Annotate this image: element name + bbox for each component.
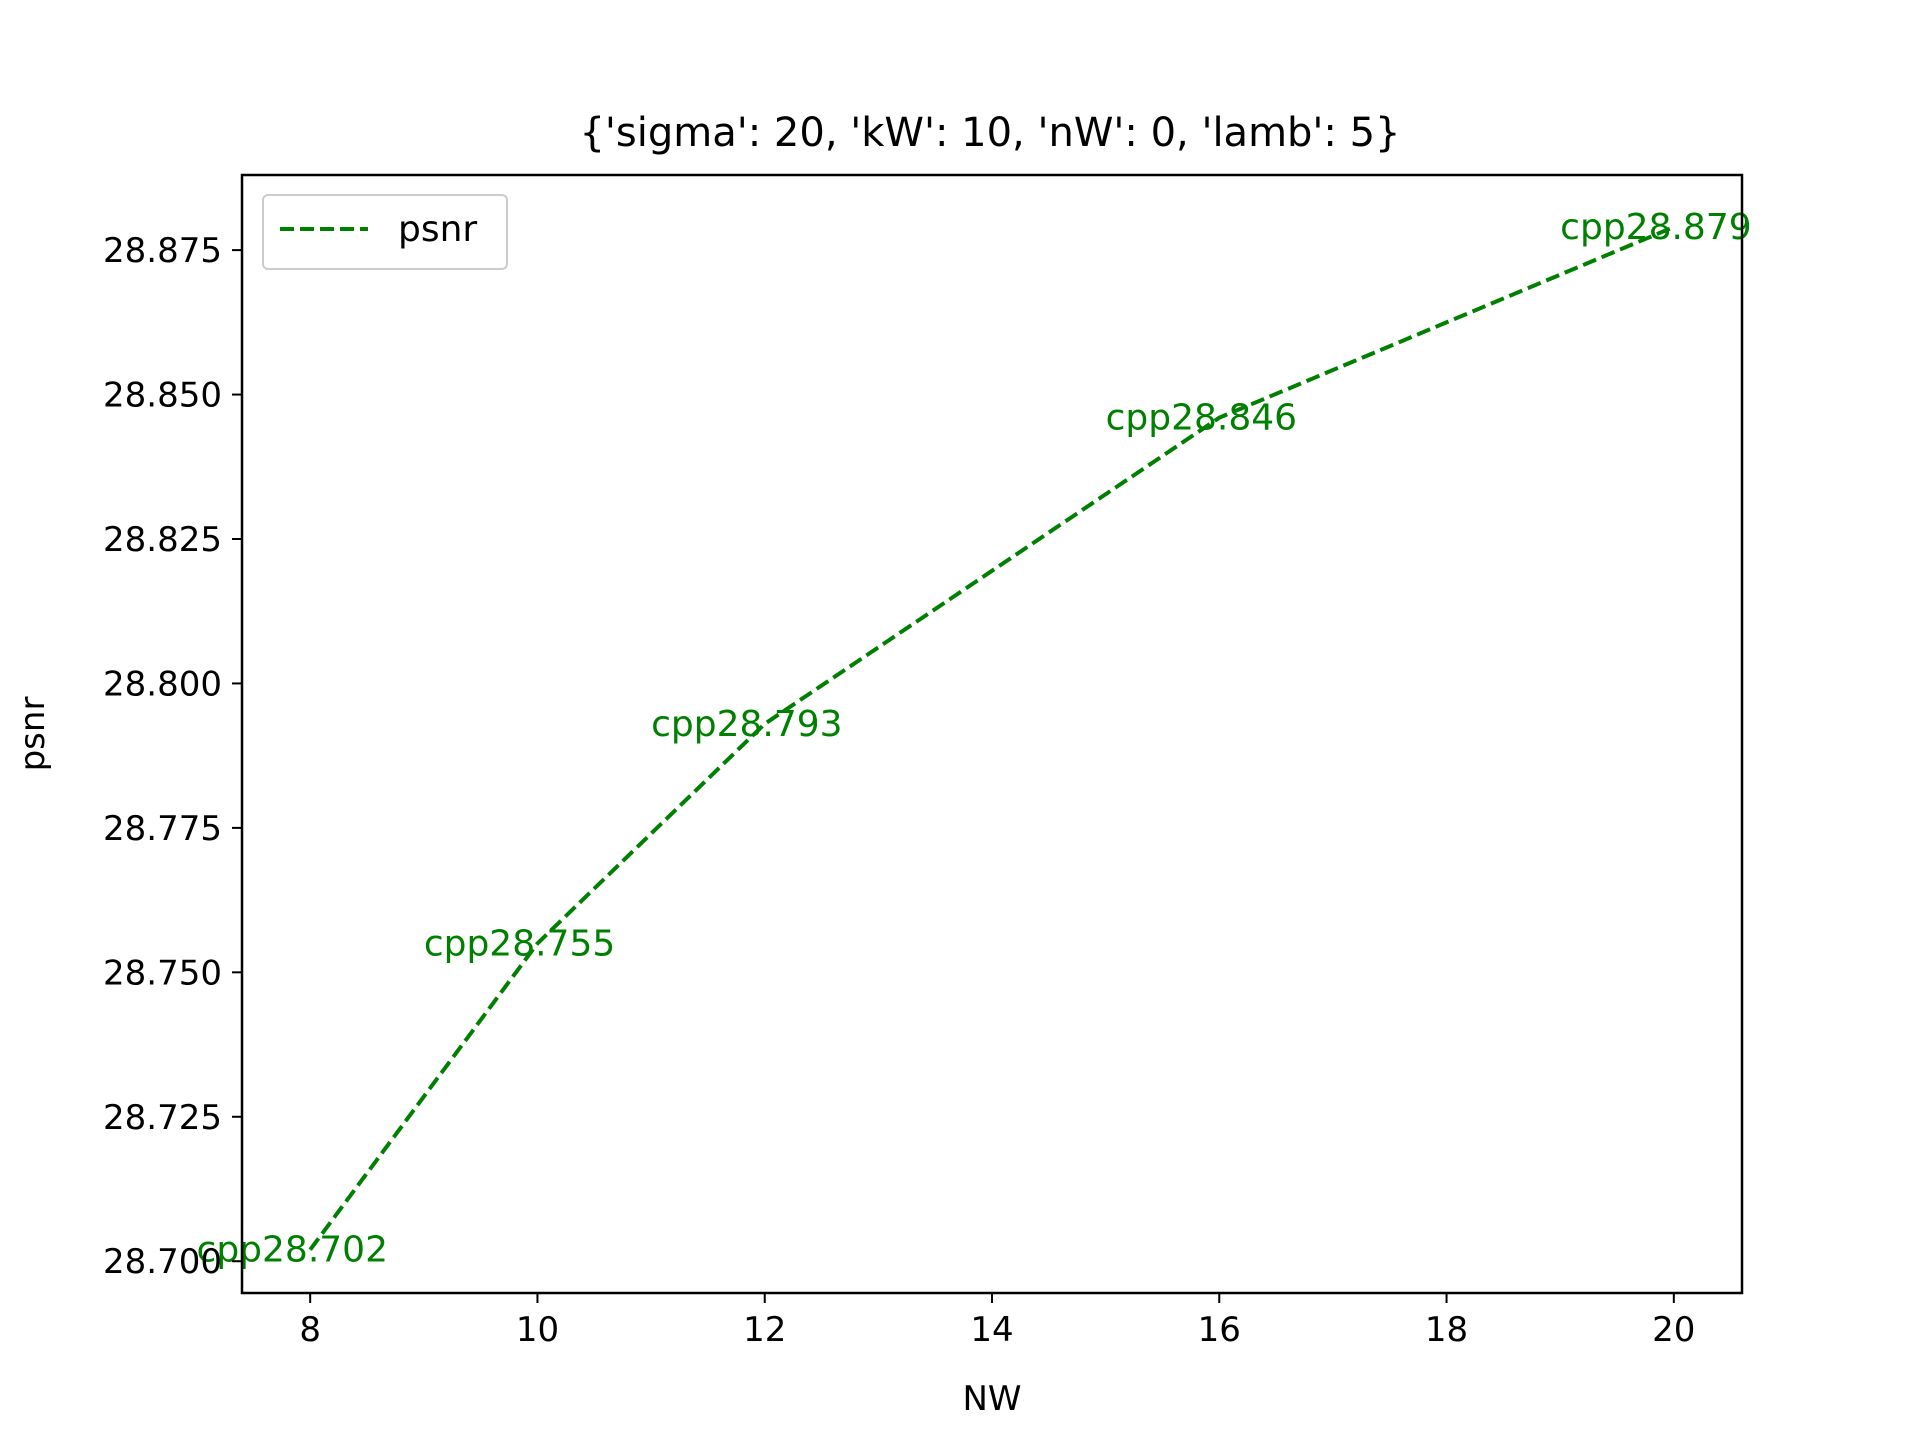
data-label: cpp28.879 — [1560, 207, 1751, 248]
data-label: cpp28.793 — [651, 704, 842, 745]
plot-area: cpp28.702 cpp28.755 cpp28.793 cpp28.846 cpp2… — [197, 207, 1752, 1271]
y-tick-label: 28.750 — [103, 953, 222, 993]
y-axis-label: psnr — [13, 697, 53, 772]
y-tick-label: 28.875 — [103, 231, 222, 271]
x-axis-label: NW — [962, 1379, 1021, 1419]
x-tick-label: 8 — [299, 1310, 321, 1350]
data-label: cpp28.702 — [197, 1230, 388, 1271]
x-tick-label: 10 — [516, 1310, 559, 1350]
series-line-psnr — [308, 225, 1675, 1251]
y-tick-label: 28.725 — [103, 1098, 222, 1138]
x-tick-label: 18 — [1425, 1310, 1468, 1350]
y-tick-label: 28.850 — [103, 376, 222, 416]
legend-label-psnr: psnr — [398, 209, 477, 250]
legend-box — [262, 194, 508, 270]
data-label: cpp28.846 — [1106, 398, 1297, 439]
legend: psnr — [262, 194, 508, 270]
x-tick-label: 12 — [743, 1310, 786, 1350]
y-tick-label: 28.775 — [103, 809, 222, 849]
y-tick-label: 28.800 — [103, 664, 222, 704]
y-tick-label: 28.700 — [103, 1242, 222, 1282]
x-tick-label: 16 — [1198, 1310, 1241, 1350]
chart-title: {'sigma': 20, 'kW': 10, 'nW': 0, 'lamb':… — [579, 110, 1400, 156]
x-tick-label: 20 — [1652, 1310, 1695, 1350]
y-tick-label: 28.825 — [103, 520, 222, 560]
axis-ticks: 8 10 12 14 16 18 20 28.700 28.725 28.750 28.775 28.… — [103, 231, 1695, 1350]
data-label: cpp28.755 — [424, 923, 615, 964]
x-tick-label: 14 — [970, 1310, 1013, 1350]
